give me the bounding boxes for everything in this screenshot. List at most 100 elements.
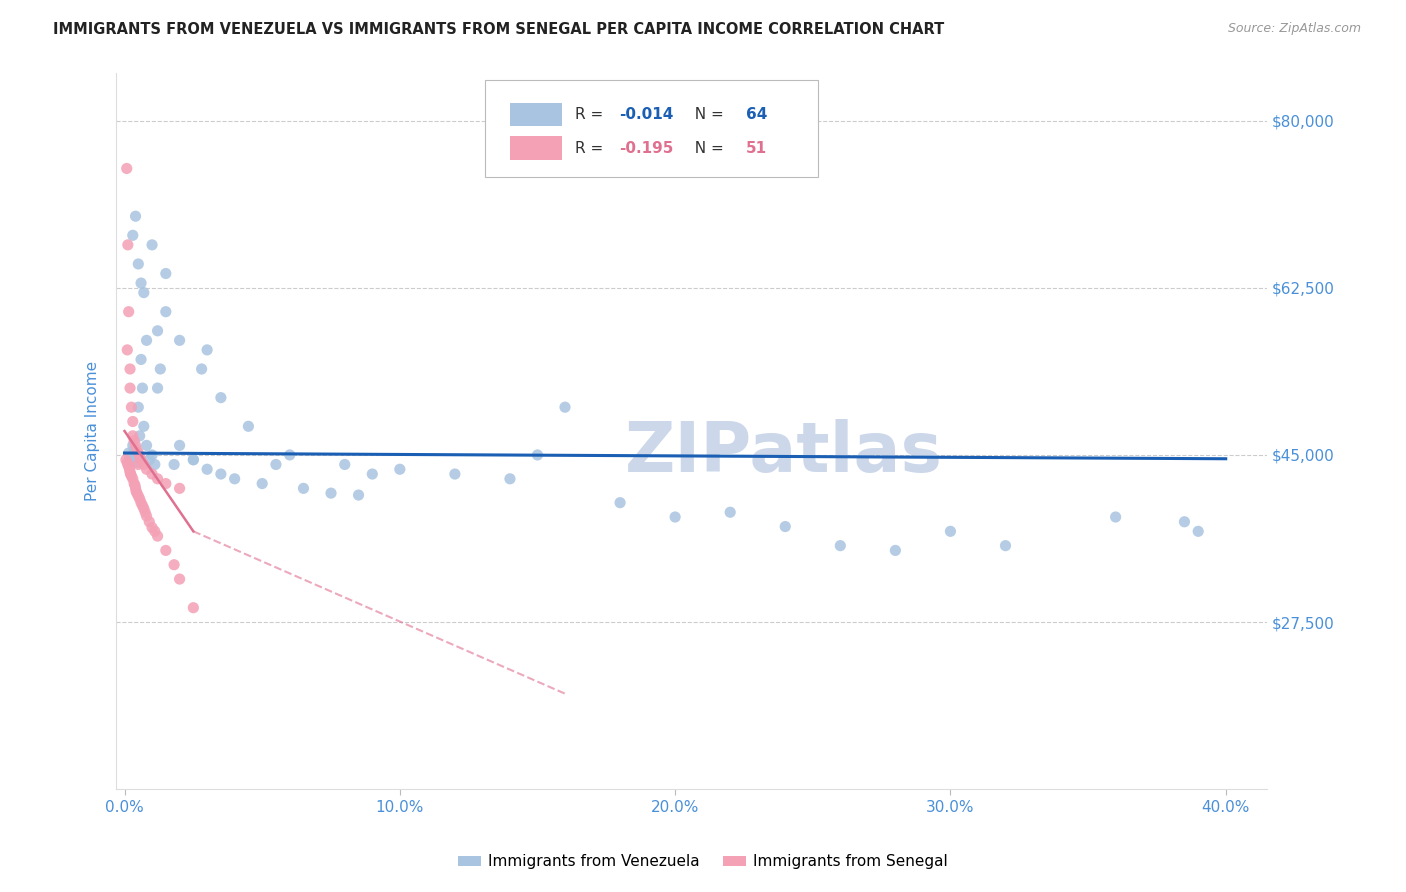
Point <box>146 381 169 395</box>
Point <box>292 481 315 495</box>
Text: ZIPatlas: ZIPatlas <box>624 419 942 486</box>
Text: -0.195: -0.195 <box>619 141 673 156</box>
Text: 51: 51 <box>745 141 766 156</box>
Point <box>319 486 342 500</box>
Point <box>169 481 191 495</box>
Text: IMMIGRANTS FROM VENEZUELA VS IMMIGRANTS FROM SENEGAL PER CAPITA INCOME CORRELATI: IMMIGRANTS FROM VENEZUELA VS IMMIGRANTS … <box>53 22 945 37</box>
Text: R =: R = <box>575 107 609 122</box>
Point <box>149 362 172 376</box>
Text: N =: N = <box>685 141 728 156</box>
Point <box>155 476 177 491</box>
Point <box>1104 510 1126 524</box>
Point <box>128 491 150 506</box>
Point <box>554 400 576 414</box>
Point <box>135 334 157 348</box>
Point <box>190 362 212 376</box>
Point <box>141 448 163 462</box>
Point <box>124 438 146 452</box>
Point <box>117 238 139 252</box>
Point <box>134 505 156 519</box>
Point <box>121 438 143 452</box>
Point <box>183 600 205 615</box>
Point <box>183 452 205 467</box>
Point <box>141 238 163 252</box>
Point <box>118 465 141 479</box>
Point <box>141 520 163 534</box>
Point <box>135 509 157 524</box>
Point <box>138 515 160 529</box>
Point <box>120 467 142 481</box>
Point <box>830 539 852 553</box>
Point <box>526 448 548 462</box>
Point <box>124 478 146 492</box>
Point <box>118 459 141 474</box>
Point <box>1173 515 1195 529</box>
Point <box>132 458 155 472</box>
Point <box>129 496 152 510</box>
Point <box>183 452 205 467</box>
Point <box>118 381 141 395</box>
Point <box>224 472 246 486</box>
Point <box>115 161 138 176</box>
Text: 64: 64 <box>745 107 768 122</box>
Point <box>127 446 149 460</box>
Point <box>117 343 139 357</box>
Point <box>773 519 796 533</box>
Point <box>135 438 157 452</box>
Point <box>117 458 139 472</box>
Point <box>124 481 146 495</box>
Bar <box>510 103 561 127</box>
Point <box>388 462 411 476</box>
Point <box>127 458 149 472</box>
Point <box>125 486 148 500</box>
Point <box>1187 524 1209 539</box>
Point <box>146 529 169 543</box>
Point <box>138 452 160 467</box>
Point <box>122 443 145 458</box>
Point <box>195 462 218 476</box>
Point <box>118 462 141 476</box>
Point <box>117 456 139 470</box>
Point <box>609 496 631 510</box>
Y-axis label: Per Capita Income: Per Capita Income <box>86 361 100 501</box>
FancyBboxPatch shape <box>485 80 818 177</box>
Bar <box>510 136 561 160</box>
Point <box>146 472 169 486</box>
Point <box>121 228 143 243</box>
Point <box>499 472 522 486</box>
Point <box>120 400 142 414</box>
Point <box>155 267 177 281</box>
Point <box>994 539 1017 553</box>
Point <box>129 452 152 467</box>
Point <box>131 381 153 395</box>
Point <box>135 462 157 476</box>
Point <box>347 488 370 502</box>
Point <box>169 438 191 452</box>
Point <box>146 324 169 338</box>
Point <box>118 446 141 460</box>
Point <box>120 452 142 467</box>
Point <box>129 276 152 290</box>
Point <box>155 543 177 558</box>
Point <box>939 524 962 539</box>
Point <box>664 510 686 524</box>
Point <box>127 400 149 414</box>
Point <box>121 472 143 486</box>
Text: R =: R = <box>575 141 609 156</box>
Point <box>124 450 146 464</box>
Point <box>125 443 148 458</box>
Point <box>278 448 301 462</box>
Point <box>125 484 148 499</box>
Point <box>131 499 153 513</box>
Point <box>169 334 191 348</box>
Point <box>128 429 150 443</box>
Point <box>333 458 356 472</box>
Point <box>128 450 150 464</box>
Point <box>121 415 143 429</box>
Point <box>118 304 141 318</box>
Legend: Immigrants from Venezuela, Immigrants from Senegal: Immigrants from Venezuela, Immigrants fr… <box>451 848 955 875</box>
Point <box>127 489 149 503</box>
Point <box>125 456 148 470</box>
Point <box>163 458 186 472</box>
Point <box>155 304 177 318</box>
